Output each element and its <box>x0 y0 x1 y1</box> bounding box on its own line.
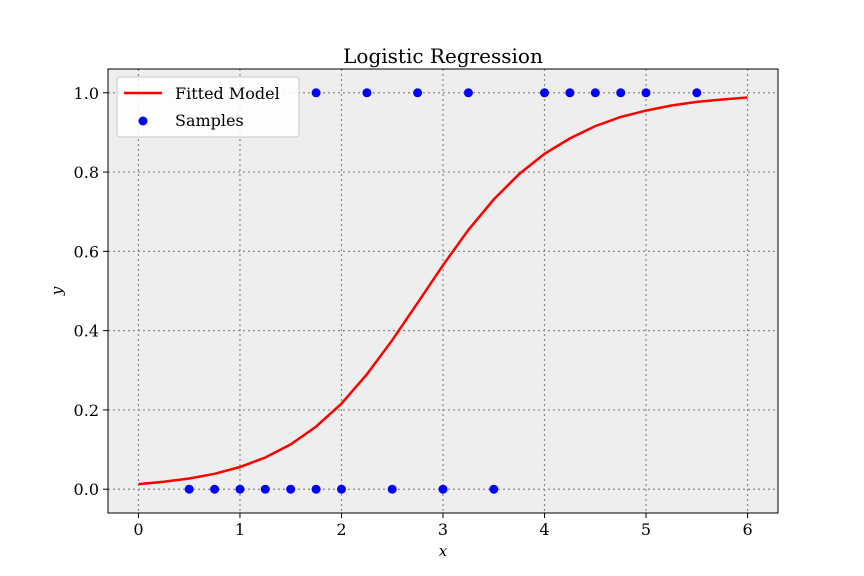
sample-point <box>387 484 397 494</box>
sample-point <box>337 484 346 494</box>
x-tick-label: 1 <box>235 520 245 539</box>
y-axis-label: y <box>48 286 66 296</box>
sample-point <box>438 484 448 494</box>
sample-point <box>184 484 194 494</box>
x-tick-label: 6 <box>742 520 752 539</box>
x-axis-label: x <box>439 542 448 560</box>
sample-point <box>641 88 651 98</box>
sample-point <box>616 88 626 98</box>
sample-point <box>311 88 321 98</box>
y-tick-label: 0.4 <box>74 322 99 341</box>
legend-box <box>116 76 300 138</box>
y-ticks: 0.0 0.2 0.4 0.6 0.8 1.0 <box>74 84 108 499</box>
sample-point <box>210 484 220 494</box>
sample-point <box>590 88 600 98</box>
samples-layer <box>184 88 702 494</box>
sample-point <box>692 88 702 98</box>
sample-point <box>260 484 270 494</box>
legend-marker-swatch <box>138 116 148 126</box>
fitted-model-layer <box>138 96 748 486</box>
sample-point <box>489 484 499 494</box>
sample-point <box>463 88 473 98</box>
x-tick-label: 5 <box>641 520 651 539</box>
chart-title: Logistic Regression <box>343 44 543 68</box>
x-tick-label: 3 <box>438 520 448 539</box>
y-tick-label: 0.0 <box>74 480 99 499</box>
sample-point <box>565 88 575 98</box>
x-tick-label: 4 <box>539 520 549 539</box>
sample-point <box>413 88 423 98</box>
legend-label-samples: Samples <box>175 111 244 130</box>
y-tick-label: 0.6 <box>74 242 99 261</box>
x-tick-label: 0 <box>133 520 143 539</box>
sample-point <box>235 484 245 494</box>
x-tick-label: 2 <box>336 520 346 539</box>
sample-point <box>311 484 321 494</box>
legend: Fitted Model Samples <box>116 76 300 138</box>
fitted-model-line <box>138 96 748 486</box>
sample-point <box>362 88 372 98</box>
y-tick-label: 1.0 <box>74 84 99 103</box>
sample-point <box>286 484 296 494</box>
x-ticks: 0 1 2 3 4 5 6 <box>133 513 753 539</box>
y-tick-label: 0.8 <box>74 163 99 182</box>
sample-point <box>540 88 549 98</box>
y-tick-label: 0.2 <box>74 401 99 420</box>
legend-label-fitted-model: Fitted Model <box>175 84 280 103</box>
